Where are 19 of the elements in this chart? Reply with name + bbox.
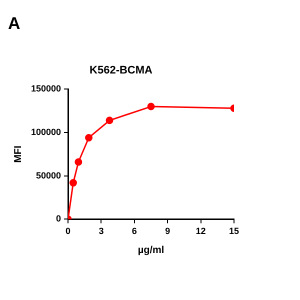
point xyxy=(106,116,114,124)
x-tick-label: 6 xyxy=(132,226,137,236)
y-tick-label: 50000 xyxy=(36,170,62,180)
y-tick-label: 150000 xyxy=(30,84,62,94)
point xyxy=(69,179,77,187)
y-axis-title: MFI xyxy=(12,145,24,163)
x-tick-label: 3 xyxy=(98,226,104,236)
x-tick-label: 0 xyxy=(66,226,71,236)
point xyxy=(147,102,155,110)
chart-title: K562-BCMA xyxy=(90,64,153,77)
x-tick-label: 9 xyxy=(165,226,170,236)
y-tick-label: 100000 xyxy=(30,127,62,138)
text: A xyxy=(8,14,20,34)
point xyxy=(74,158,82,166)
x-axis-title: µg/ml xyxy=(138,244,164,256)
y-tick-label: 0 xyxy=(56,214,62,224)
x-tick-label: 15 xyxy=(228,226,240,236)
point xyxy=(85,134,93,142)
x-tick-label: 12 xyxy=(196,226,206,236)
